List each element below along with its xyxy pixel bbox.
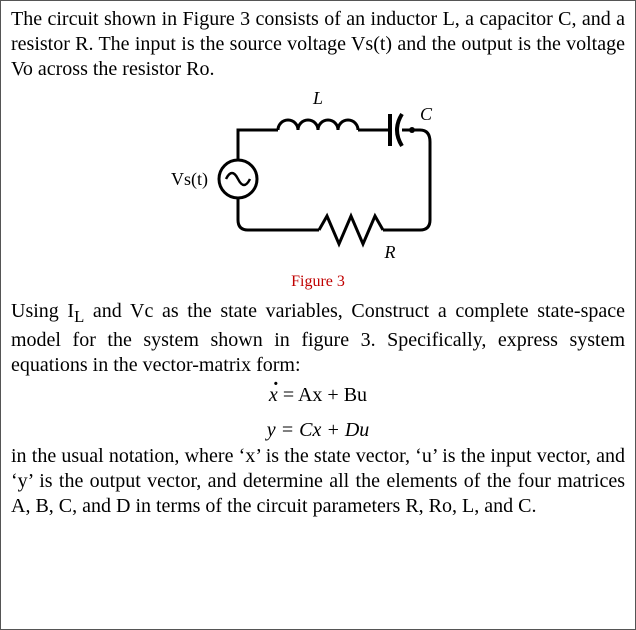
output-equation: y = Cx + Du: [11, 419, 625, 442]
figure-caption: Figure 3: [11, 273, 625, 291]
state-equation: x = Ax + Bu: [11, 384, 625, 407]
closing-paragraph: in the usual notation, where ‘x’ is the …: [11, 444, 625, 519]
problem-page: The circuit shown in Figure 3 consists o…: [0, 0, 636, 630]
resistor-icon: [319, 216, 383, 244]
xdot-symbol: x: [269, 384, 278, 407]
inductor-icon: [278, 120, 358, 130]
circuit-svg: L C R Vs(t): [168, 90, 468, 270]
label-C: C: [420, 104, 433, 124]
label-Vs: Vs(t): [171, 169, 208, 190]
task-text-a: Using I: [11, 300, 74, 322]
circuit-figure: L C R Vs(t) Figure 3: [11, 90, 625, 291]
label-R: R: [384, 242, 396, 262]
wire-bottom-left: [238, 198, 319, 230]
task-paragraph: Using IL and Vc as the state variables, …: [11, 299, 625, 378]
eq1-rhs: = Ax + Bu: [278, 384, 367, 406]
IL-subscript: L: [74, 307, 84, 326]
capacitor-plate-right: [397, 114, 402, 146]
intro-paragraph: The circuit shown in Figure 3 consists o…: [11, 7, 625, 82]
wire-top-left: [238, 130, 278, 160]
label-L: L: [312, 90, 323, 108]
task-text-b: and Vc as the state variables, Construct…: [11, 300, 625, 376]
